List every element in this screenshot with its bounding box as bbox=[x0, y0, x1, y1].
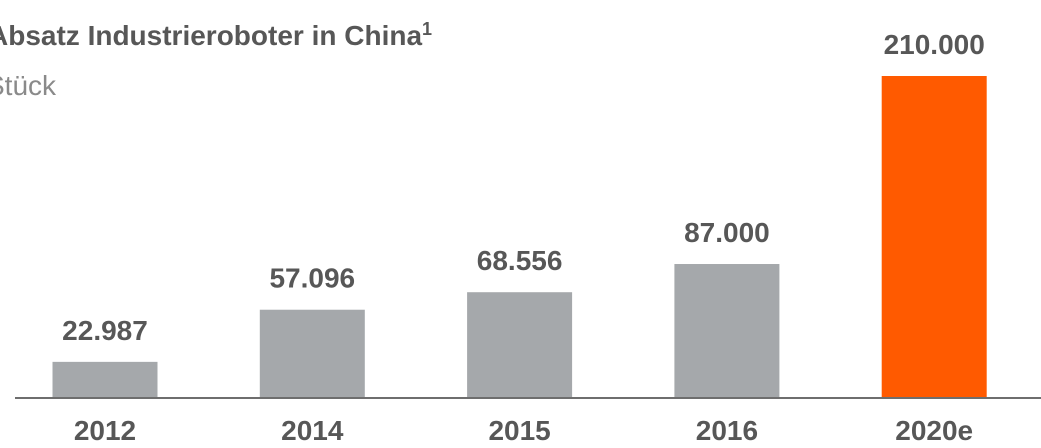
bar bbox=[467, 292, 573, 397]
value-label: 57.096 bbox=[269, 263, 355, 294]
value-label: 210.000 bbox=[884, 29, 985, 60]
bar bbox=[674, 264, 780, 397]
chart-subtitle: Stück bbox=[0, 70, 57, 101]
x-tick-label: 2014 bbox=[281, 415, 344, 446]
x-tick-label: 2016 bbox=[696, 415, 758, 446]
x-tick-label: 2012 bbox=[74, 415, 136, 446]
chart-title: Absatz Industrieroboter in China1 bbox=[0, 19, 432, 51]
title-text: Absatz Industrieroboter in China bbox=[0, 20, 422, 51]
x-tick-label: 2020e bbox=[895, 415, 973, 446]
value-label: 68.556 bbox=[477, 245, 563, 276]
bar bbox=[259, 309, 365, 397]
bar bbox=[52, 361, 158, 397]
x-tick-label: 2015 bbox=[488, 415, 550, 446]
bar bbox=[881, 76, 987, 397]
title-footnote: 1 bbox=[422, 19, 432, 39]
value-label: 22.987 bbox=[62, 315, 148, 346]
value-label: 87.000 bbox=[684, 217, 770, 248]
